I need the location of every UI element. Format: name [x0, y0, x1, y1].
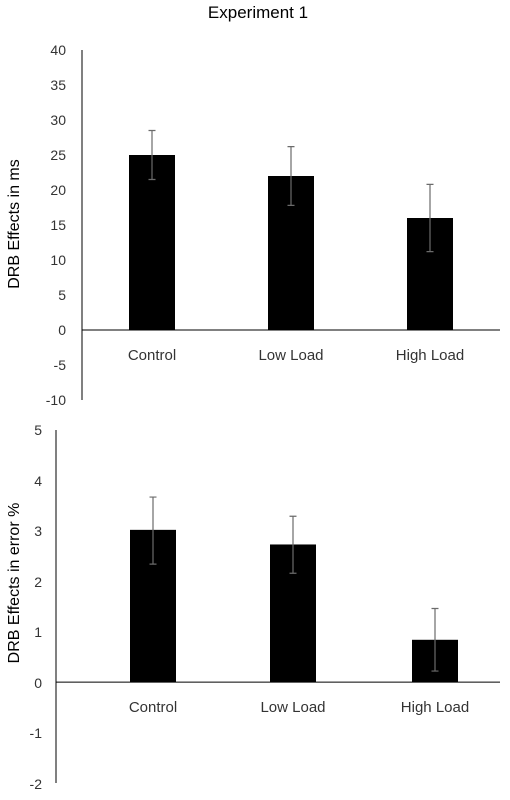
- error-bar-low-load: [289, 515, 297, 574]
- y-tick-label: 40: [50, 42, 66, 58]
- y-tick-label: 2: [34, 574, 42, 590]
- y-tick-label: 0: [58, 322, 66, 338]
- y-tick-label: 5: [58, 287, 66, 303]
- category-label-control: Control: [129, 699, 177, 716]
- bars: [129, 155, 453, 330]
- y-tick-label: 3: [34, 523, 42, 539]
- category-label-high-load: High Load: [401, 699, 469, 716]
- error-bar-high-load: [426, 183, 434, 253]
- y-tick-label: -2: [30, 776, 43, 792]
- y-axis-label: DRB Effects in error %: [6, 503, 23, 664]
- y-tick-label: -10: [46, 392, 66, 408]
- category-label-low-load: Low Load: [258, 347, 323, 364]
- category-labels: Control Low Load High Load: [128, 347, 464, 364]
- bar-control: [129, 155, 175, 330]
- y-tick-label: 25: [50, 147, 66, 163]
- category-label-high-load: High Load: [396, 347, 464, 364]
- y-tick-label: 0: [34, 675, 42, 691]
- bars: [130, 529, 458, 683]
- figure-title: Experiment 1: [208, 3, 308, 22]
- y-tick-label: 10: [50, 252, 66, 268]
- y-tick-label: 4: [34, 473, 42, 489]
- y-tick-label: 1: [34, 624, 42, 640]
- category-label-control: Control: [128, 347, 176, 364]
- y-tick-label: 5: [34, 422, 42, 438]
- chart-bottom: DRB Effects in error % 5 4 3 2 1 0 -1 -2…: [6, 422, 500, 792]
- error-bars: [148, 129, 434, 253]
- y-ticks: 40 35 30 25 20 15 10 5 0 -5 -10: [46, 42, 66, 408]
- y-tick-label: 20: [50, 182, 66, 198]
- y-tick-label: 15: [50, 217, 66, 233]
- error-bar-high-load: [431, 607, 439, 672]
- error-bar-control: [148, 129, 156, 181]
- y-tick-label: -5: [54, 357, 67, 373]
- y-tick-label: 30: [50, 112, 66, 128]
- error-bar-control: [149, 496, 157, 565]
- error-bar-low-load: [287, 146, 295, 206]
- category-label-low-load: Low Load: [260, 699, 325, 716]
- y-axis-label: DRB Effects in ms: [6, 159, 23, 289]
- chart-top: DRB Effects in ms 40 35 30 25 20 15 10 5…: [6, 42, 500, 408]
- y-ticks: 5 4 3 2 1 0 -1 -2: [30, 422, 43, 792]
- y-tick-label: -1: [30, 725, 43, 741]
- error-bars: [149, 496, 439, 672]
- category-labels: Control Low Load High Load: [129, 699, 469, 716]
- y-tick-label: 35: [50, 77, 66, 93]
